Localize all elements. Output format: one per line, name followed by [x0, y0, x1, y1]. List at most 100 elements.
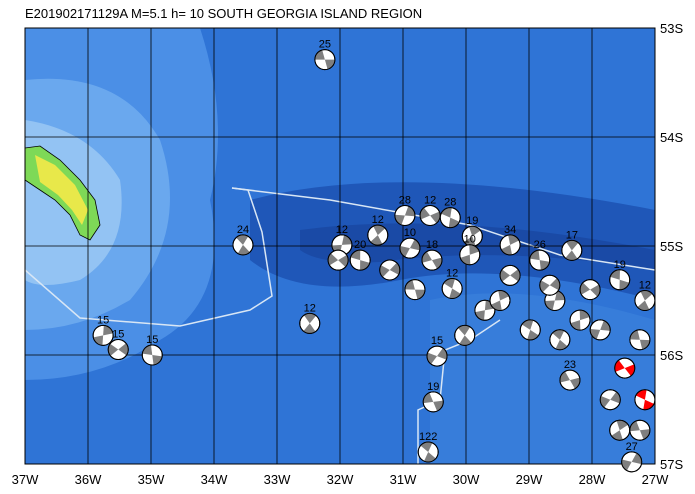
beachball-rim — [232, 234, 254, 256]
focal-mechanism — [489, 290, 511, 311]
focal-mechanism — [367, 224, 389, 246]
depth-label: 122 — [419, 431, 437, 443]
depth-label: 25 — [319, 39, 331, 51]
compression-lobe — [624, 364, 635, 377]
beachball-rim — [417, 441, 439, 463]
compression-lobe — [579, 310, 590, 321]
focal-mechanism — [459, 244, 481, 266]
focal-mechanism — [569, 309, 591, 331]
compression-lobe — [427, 352, 438, 365]
depth-label: 34 — [504, 224, 516, 236]
focal-mechanism — [421, 249, 443, 271]
beachball-rim — [569, 309, 591, 331]
compression-lobe — [404, 279, 415, 290]
compression-lobe — [500, 269, 511, 282]
lat-label: 56S — [660, 348, 683, 363]
compression-lobe — [431, 257, 442, 269]
compression-lobe — [118, 343, 129, 356]
compression-lobe — [237, 244, 250, 255]
depth-label: 28 — [399, 194, 411, 206]
focal-mechanism — [629, 419, 651, 441]
focal-mechanism — [609, 419, 631, 441]
focal-mechanism — [634, 389, 656, 411]
focal-mechanism — [419, 204, 441, 226]
compression-lobe — [414, 289, 425, 300]
depth-label: 20 — [354, 239, 366, 251]
focal-mechanism — [327, 249, 349, 271]
compression-lobe — [566, 240, 579, 251]
beachball-rim — [599, 389, 621, 411]
compression-lobe — [443, 278, 455, 289]
compression-lobe — [640, 290, 653, 301]
focal-mechanism — [539, 274, 561, 296]
compression-lobe — [639, 339, 650, 350]
focal-mechanism — [232, 234, 254, 256]
compression-lobe — [590, 328, 601, 340]
focal-mechanism — [461, 225, 483, 247]
compression-lobe — [93, 335, 104, 346]
lon-label: 32W — [327, 472, 354, 487]
beachball-rim — [439, 207, 461, 229]
depth-label: 19 — [614, 259, 626, 271]
beachball-rim — [499, 264, 521, 286]
depth-label: 15 — [112, 329, 124, 341]
compression-lobe — [373, 225, 386, 236]
compression-lobe — [421, 251, 432, 263]
beachball-rim — [579, 279, 601, 301]
compression-lobe — [459, 335, 472, 346]
focal-mechanism — [609, 269, 631, 291]
compression-lobe — [600, 396, 611, 408]
depth-label: 10 — [464, 234, 476, 246]
lon-label: 34W — [201, 472, 228, 487]
beachball-rim — [634, 290, 656, 311]
compression-lobe — [629, 330, 640, 340]
compression-lobe — [570, 320, 581, 331]
depth-label: 12 — [304, 302, 316, 314]
focal-mechanism — [474, 299, 496, 321]
lat-label: 57S — [660, 457, 683, 472]
compression-lobe — [590, 284, 601, 297]
depth-label: 28 — [444, 197, 456, 209]
focal-mechanism — [404, 279, 426, 301]
compression-lobe — [430, 211, 441, 224]
beachball-rim — [92, 324, 114, 346]
beachball-rim — [404, 279, 426, 301]
beachball-rim — [141, 344, 163, 366]
focal-mechanism — [561, 239, 583, 261]
beachball-rim — [589, 319, 611, 341]
compression-lobe — [554, 290, 565, 301]
beachball-rim — [422, 391, 444, 413]
compression-lobe — [510, 269, 521, 282]
beachball-rim — [489, 290, 511, 311]
depth-label: 17 — [566, 229, 578, 241]
compression-lobe — [611, 430, 623, 441]
beachball-rim — [349, 249, 371, 271]
compression-lobe — [389, 262, 400, 275]
compression-lobe — [324, 59, 335, 70]
focal-mechanism — [629, 329, 651, 351]
compression-lobe — [370, 235, 383, 246]
compression-lobe — [423, 392, 434, 404]
focal-mechanism — [379, 259, 401, 281]
beachball-rim — [629, 329, 651, 351]
focal-mechanism — [314, 49, 336, 71]
focal-mechanism — [299, 312, 321, 334]
compression-lobe — [600, 320, 611, 331]
compression-lobe — [552, 329, 565, 340]
compression-lobe — [544, 300, 555, 311]
compression-lobe — [236, 234, 249, 245]
compression-lobe — [142, 345, 153, 355]
focal-mechanism — [499, 234, 521, 256]
focal-mechanism — [529, 249, 551, 271]
depth-label: 15 — [97, 314, 109, 326]
lat-label: 53S — [660, 21, 683, 36]
compression-lobe — [527, 329, 539, 340]
focal-mechanism — [92, 324, 114, 346]
focal-mechanism — [441, 278, 463, 300]
depth-label: 12 — [424, 194, 436, 206]
lon-label: 27W — [642, 472, 669, 487]
focal-mechanism — [614, 357, 636, 379]
beachball-rim — [634, 389, 656, 411]
